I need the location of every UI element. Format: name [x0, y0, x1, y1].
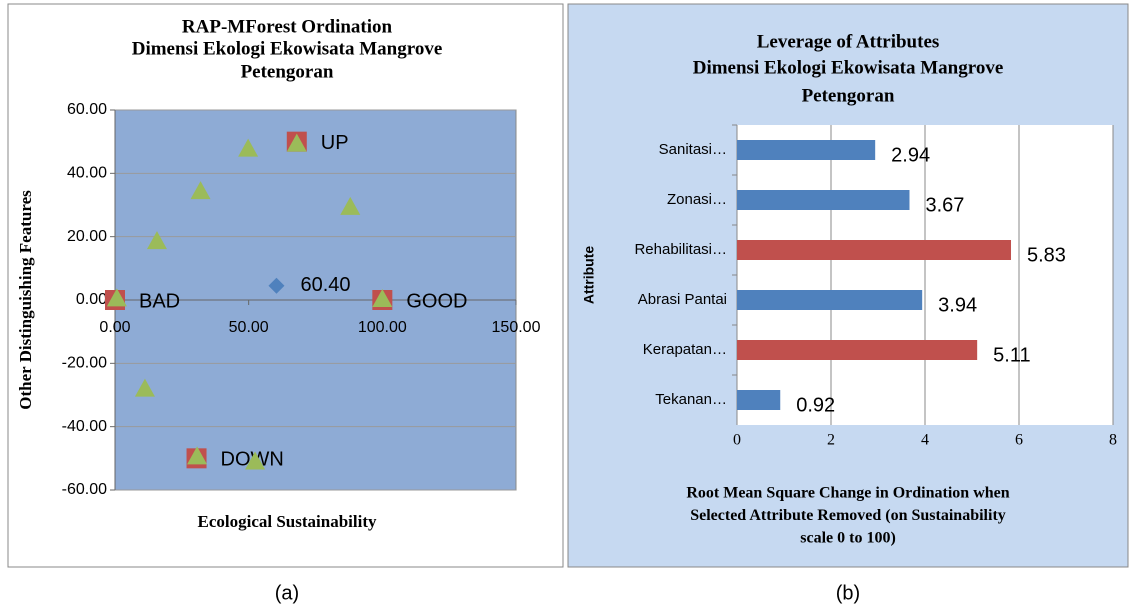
x-tick-label: 100.00 [358, 319, 407, 336]
data-label: 0.92 [796, 394, 835, 416]
y-tick-label: Tekanan… [655, 391, 727, 408]
bar [737, 190, 910, 210]
point [146, 231, 167, 250]
caption: (a) [275, 582, 299, 604]
x-axis-label: Selected Attribute Removed (on Sustainab… [690, 507, 1006, 524]
point-label: GOOD [406, 290, 467, 312]
x-tick-label: 50.00 [229, 319, 269, 336]
x-tick-label: 0.00 [99, 319, 130, 336]
chart-title: Leverage of Attributes [757, 31, 940, 52]
data-label: 60.40 [300, 274, 350, 296]
x-tick-label: 6 [1015, 432, 1023, 449]
point-label: UP [321, 132, 349, 154]
bar [737, 340, 978, 360]
point [187, 446, 208, 465]
point [238, 138, 259, 157]
y-axis-label: Other Distinguishing Features [16, 190, 35, 410]
point [340, 196, 361, 215]
y-tick-label: Kerapatan… [643, 341, 727, 358]
y-tick-label: 20.00 [67, 228, 107, 245]
x-tick-label: 150.00 [492, 319, 541, 336]
caption: (b) [836, 582, 860, 604]
y-tick-label: Rehabilitasi… [634, 241, 727, 258]
chart-title: Dimensi Ekologi Ekowisata Mangrove [132, 38, 443, 59]
point [134, 378, 155, 397]
data-label: 3.67 [925, 194, 964, 216]
bar [737, 290, 923, 310]
bar [737, 240, 1012, 260]
x-axis-label: scale 0 to 100) [800, 530, 896, 547]
chart-title: Petengoran [802, 85, 895, 106]
data-label: 5.11 [993, 344, 1030, 366]
y-tick-label: -40.00 [62, 418, 107, 435]
bar [737, 140, 876, 160]
data-label: 5.83 [1027, 244, 1066, 266]
chart-title: Petengoran [241, 61, 334, 82]
x-tick-label: 2 [827, 432, 835, 449]
bar [737, 390, 781, 410]
y-tick-label: 60.00 [67, 101, 107, 118]
x-tick-label: 0 [733, 432, 741, 449]
chart-title: RAP-MForest Ordination [182, 16, 393, 37]
y-tick-label: -20.00 [62, 355, 107, 372]
x-tick-label: 4 [921, 432, 929, 449]
data-label: 2.94 [891, 144, 930, 166]
point-label: BAD [139, 290, 180, 312]
point [106, 288, 127, 307]
y-tick-label: 40.00 [67, 165, 107, 182]
y-tick-label: -60.00 [62, 481, 107, 498]
y-axis-label: Attribute [581, 246, 597, 305]
y-tick-label: Zonasi… [667, 191, 727, 208]
y-tick-label: Abrasi Pantai [638, 291, 727, 308]
point [286, 133, 307, 152]
x-tick-label: 8 [1109, 432, 1117, 449]
chart-title: Dimensi Ekologi Ekowisata Mangrove [693, 57, 1004, 78]
y-tick-label: 0.00 [76, 291, 107, 308]
point [372, 289, 393, 308]
x-axis-label: Root Mean Square Change in Ordination wh… [686, 485, 1009, 502]
point [268, 277, 285, 294]
x-axis-label: Ecological Sustainability [198, 512, 377, 531]
point [190, 181, 211, 200]
y-tick-label: Sanitasi… [659, 141, 727, 158]
point [245, 451, 266, 470]
data-label: 3.94 [938, 294, 977, 316]
